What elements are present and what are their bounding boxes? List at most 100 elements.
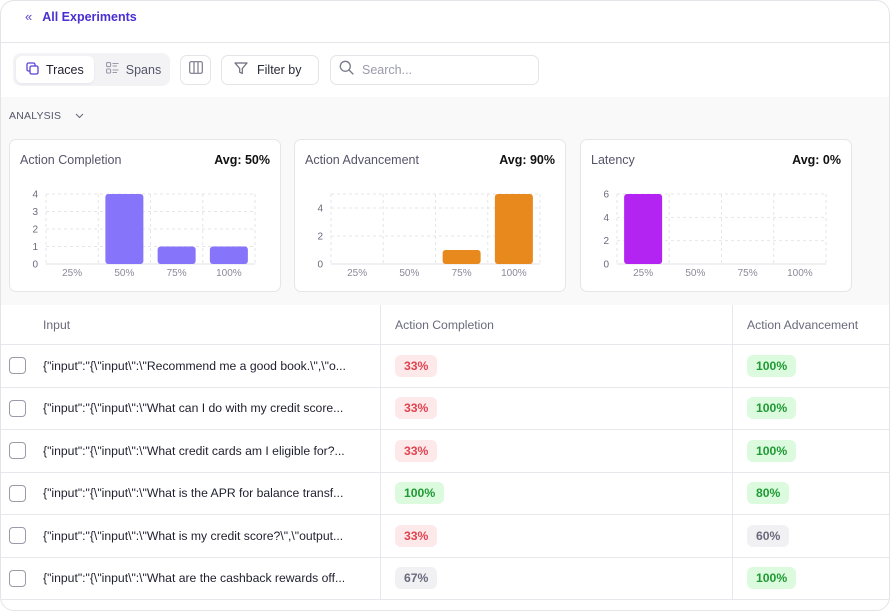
- chevron-down-icon: [75, 110, 84, 122]
- action-advancement-badge: 100%: [747, 354, 797, 377]
- input-cell[interactable]: {"input":"{\"input\":\"What are the cash…: [43, 571, 346, 586]
- row-checkbox[interactable]: [8, 399, 26, 417]
- tab-traces[interactable]: Traces: [16, 56, 94, 83]
- x-tick-label: 100%: [787, 268, 813, 279]
- top-bar: « All Experiments: [1, 1, 889, 43]
- row-select-cell: [1, 558, 35, 600]
- action-advancement-cell: 80%: [732, 472, 889, 514]
- header-check-cell: [1, 305, 35, 344]
- action-advancement-badge: 100%: [747, 439, 797, 462]
- action-completion-badge: 33%: [395, 439, 438, 462]
- action-advancement-cell: 60%: [732, 515, 889, 557]
- chart-average: Avg: 90%: [499, 153, 555, 167]
- y-tick-label: 2: [603, 236, 609, 247]
- bar-chart-latency: 0 2 4 6 25% 50% 75% 100%: [603, 190, 827, 279]
- back-link-label: All Experiments: [42, 9, 137, 24]
- table-row[interactable]: {"input":"{\"input\":\"What are the cash…: [1, 557, 889, 600]
- column-header-action-advancement[interactable]: Action Advancement: [732, 305, 889, 344]
- table-row[interactable]: {"input":"{\"input\":\"What is my credit…: [1, 515, 889, 558]
- action-advancement-cell: 100%: [732, 557, 889, 599]
- input-cell[interactable]: {"input":"{\"input\":\"Recommend me a go…: [43, 358, 346, 373]
- action-advancement-cell: 100%: [732, 387, 889, 429]
- row-select-cell: [1, 388, 35, 430]
- view-toggle: Traces Spans: [13, 53, 170, 86]
- traces-icon: [26, 61, 39, 78]
- columns-icon: [188, 61, 203, 79]
- input-cell[interactable]: {"input":"{\"input\":\"What can I do wit…: [43, 401, 344, 416]
- spans-icon: [105, 62, 119, 77]
- filter-by-button[interactable]: Filter by: [221, 55, 319, 85]
- x-tick-label: 100%: [501, 268, 527, 279]
- action-completion-cell: 33%: [380, 387, 732, 429]
- back-to-all-experiments-link[interactable]: « All Experiments: [25, 9, 137, 24]
- filter-icon: [234, 62, 248, 78]
- x-tick-label: 75%: [452, 268, 472, 279]
- row-select-cell: [1, 430, 35, 472]
- row-checkbox[interactable]: [8, 527, 26, 545]
- column-header-input[interactable]: Input: [43, 317, 71, 332]
- y-tick-label: 6: [603, 190, 609, 201]
- y-tick-label: 4: [32, 190, 38, 201]
- x-tick-label: 100%: [216, 268, 242, 279]
- tab-traces-label: Traces: [46, 62, 84, 77]
- tab-spans[interactable]: Spans: [96, 56, 171, 83]
- action-advancement-cell: 100%: [732, 345, 889, 387]
- y-tick-label: 2: [32, 225, 38, 236]
- x-tick-label: 25%: [62, 268, 82, 279]
- bar-100pct: [494, 194, 533, 264]
- analysis-section: ANALYSIS Action Completion Avg: 50% 0 1 2 3…: [1, 97, 889, 305]
- action-advancement-badge: 100%: [747, 567, 797, 590]
- columns-button[interactable]: [180, 55, 211, 85]
- y-tick-label: 0: [317, 260, 323, 271]
- action-advancement-badge: 100%: [747, 397, 797, 420]
- table-header-row: Input Action Completion Action Advanceme…: [1, 305, 889, 345]
- table-row[interactable]: {"input":"{\"input\":\"Recommend me a go…: [1, 345, 889, 388]
- x-tick-label: 25%: [347, 268, 367, 279]
- action-advancement-badge: 80%: [747, 482, 790, 505]
- table-row[interactable]: {"input":"{\"input\":\"What is the APR f…: [1, 472, 889, 515]
- action-completion-cell: 33%: [380, 345, 732, 387]
- action-completion-cell: 33%: [380, 515, 732, 557]
- input-cell[interactable]: {"input":"{\"input\":\"What is the APR f…: [43, 486, 344, 501]
- action-completion-cell: 67%: [380, 557, 732, 599]
- table-row[interactable]: {"input":"{\"input\":\"What credit cards…: [1, 430, 889, 473]
- action-advancement-cell: 100%: [732, 430, 889, 472]
- column-header-action-completion[interactable]: Action Completion: [380, 305, 732, 344]
- bar-chart-action-advancement: 0 2 4 25% 50% 75% 100%: [317, 193, 541, 279]
- chart-title: Action Advancement: [305, 153, 419, 167]
- row-checkbox[interactable]: [8, 484, 26, 502]
- row-checkbox[interactable]: [8, 442, 26, 460]
- action-completion-badge: 100%: [395, 482, 445, 505]
- chart-card-action-advancement: Action Advancement Avg: 90% 0 2 4 25% 50% 75%…: [294, 139, 566, 292]
- input-cell[interactable]: {"input":"{\"input\":\"What credit cards…: [43, 443, 345, 458]
- y-tick-label: 4: [317, 204, 323, 215]
- bar-100pct: [209, 246, 248, 264]
- input-cell[interactable]: {"input":"{\"input\":\"What is my credit…: [43, 528, 344, 543]
- action-completion-cell: 33%: [380, 430, 732, 472]
- filter-by-label: Filter by: [257, 63, 302, 77]
- x-tick-label: 50%: [114, 268, 134, 279]
- x-tick-label: 75%: [167, 268, 187, 279]
- chart-title: Latency: [591, 153, 635, 167]
- y-tick-label: 3: [32, 207, 38, 218]
- search-box: [330, 55, 539, 85]
- x-tick-label: 25%: [633, 268, 653, 279]
- analysis-label: ANALYSIS: [9, 110, 62, 122]
- tab-spans-label: Spans: [125, 62, 162, 77]
- analysis-toggle[interactable]: ANALYSIS: [9, 110, 84, 122]
- search-icon: [339, 60, 354, 80]
- y-tick-label: 1: [32, 242, 38, 253]
- row-select-cell: [1, 515, 35, 557]
- table-row[interactable]: {"input":"{\"input\":\"What can I do wit…: [1, 387, 889, 430]
- row-select-cell: [1, 473, 35, 515]
- traces-table: Input Action Completion Action Advanceme…: [1, 305, 889, 600]
- bar-50pct: [105, 194, 144, 264]
- x-tick-label: 50%: [685, 268, 705, 279]
- row-checkbox[interactable]: [8, 569, 26, 587]
- search-input[interactable]: [362, 63, 532, 77]
- action-completion-badge: 33%: [395, 397, 438, 420]
- action-advancement-badge: 60%: [747, 524, 790, 547]
- row-checkbox[interactable]: [8, 357, 26, 375]
- action-completion-badge: 33%: [395, 354, 438, 377]
